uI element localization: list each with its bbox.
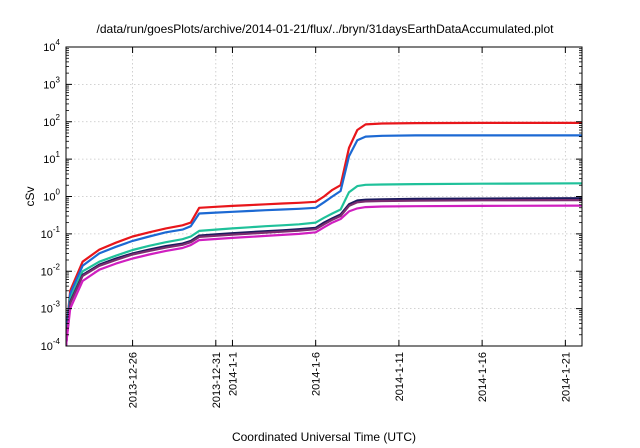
y-tick-label: 10-4 <box>41 337 61 353</box>
x-axis-label: Coordinated Universal Time (UTC) <box>232 430 416 444</box>
chart-title: /data/run/goesPlots/archive/2014-01-21/f… <box>97 22 555 36</box>
x-axis: 2013-12-26 2013-12-31 2014-1-1 2014-1-6 2014… <box>128 47 572 408</box>
y-tick-label: 102 <box>43 113 60 129</box>
series-line-4 <box>66 197 582 346</box>
y-tick-label: 101 <box>43 150 60 166</box>
series-line-1 <box>66 121 582 336</box>
x-tick-label: 2014-1-1 <box>227 352 239 396</box>
y-tick-label: 10-1 <box>41 225 61 241</box>
x-tick-label: 2014-1-16 <box>477 352 489 402</box>
y-tick-label: 100 <box>43 188 60 204</box>
x-tick-label: 2014-1-11 <box>394 352 406 401</box>
x-tick-label: 2013-12-31 <box>211 352 223 408</box>
y-tick-label: 103 <box>43 75 60 91</box>
y-axis-label: cSv <box>23 186 37 206</box>
series-line-2 <box>66 134 582 336</box>
x-tick-label: 2014-1-21 <box>560 352 572 402</box>
series-line-5 <box>66 199 582 346</box>
series-line-6 <box>66 204 582 346</box>
y-tick-label: 104 <box>43 38 60 54</box>
x-tick-label: 2013-12-26 <box>128 352 140 408</box>
plot-area <box>66 121 582 346</box>
x-tick-label: 2014-1-6 <box>311 352 323 396</box>
series-line-3 <box>66 182 582 346</box>
y-tick-label: 10-3 <box>41 300 61 316</box>
grid <box>66 47 582 346</box>
y-tick-label: 10-2 <box>41 262 61 278</box>
y-axis: 10-4 10-3 10-2 10-1 100 101 102 103 104 <box>41 38 582 353</box>
